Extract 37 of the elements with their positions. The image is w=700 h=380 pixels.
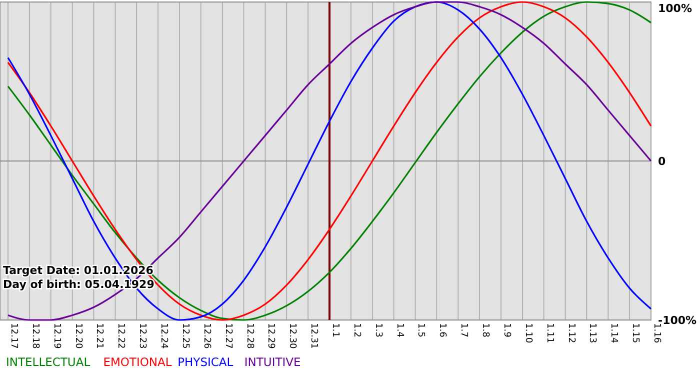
x-tick-label: 12.17 xyxy=(8,323,18,349)
text: INTELLECTUAL xyxy=(6,355,91,369)
text: INTUITIVE xyxy=(244,355,301,369)
x-tick-label: 12.20 xyxy=(72,323,83,350)
x-tick-label: 1.7 xyxy=(458,323,469,338)
x-tick-label: 12.18 xyxy=(30,323,40,350)
y-tick-label: 0 xyxy=(658,155,666,168)
x-tick-label: 12.28 xyxy=(244,323,254,350)
x-tick-label: 1.16 xyxy=(652,323,662,344)
x-tick-label: 1.2 xyxy=(351,323,362,338)
x-tick-label: 12.27 xyxy=(222,323,233,349)
x-tick-label: 1.12 xyxy=(566,323,576,344)
x-tick-label: 12.26 xyxy=(201,323,212,350)
x-tick-label: 1.11 xyxy=(544,323,554,344)
x-tick-label: 1.6 xyxy=(437,323,448,338)
x-tick-label: 12.24 xyxy=(158,323,169,350)
x-tick-label: 12.25 xyxy=(180,323,190,349)
x-tick-label: 1.3 xyxy=(372,323,383,338)
text: EMOTIONAL xyxy=(103,355,172,369)
x-tick-label: 1.13 xyxy=(587,323,598,344)
x-tick-label: 1.5 xyxy=(416,323,426,338)
x-tick-label: 1.15 xyxy=(630,323,640,344)
x-tick-label: 12.29 xyxy=(266,323,276,350)
x-tick-label: 12.19 xyxy=(51,323,62,350)
x-tick-label: 1.8 xyxy=(480,323,490,338)
x-tick-label: 1.10 xyxy=(522,323,533,344)
x-tick-label: 1.1 xyxy=(330,323,340,338)
text: PHYSICAL xyxy=(178,355,234,369)
x-tick-label: 1.9 xyxy=(501,323,512,338)
x-tick-label: 12.21 xyxy=(94,323,104,349)
x-tick-label: 12.30 xyxy=(287,323,298,350)
x-tick-label: 12.31 xyxy=(308,323,319,349)
x-tick-label: 1.14 xyxy=(608,323,619,344)
x-tick-label: 12.23 xyxy=(137,323,148,349)
x-tick-label: 1.4 xyxy=(394,323,404,338)
y-tick-label: 100% xyxy=(658,2,692,15)
x-tick-label: 12.22 xyxy=(116,323,126,349)
